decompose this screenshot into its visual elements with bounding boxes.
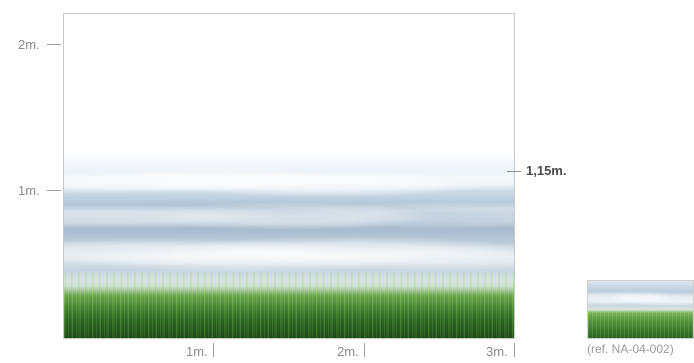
- thumbnail-clouds: [588, 287, 693, 309]
- bottom-axis-tick-3: [514, 343, 515, 357]
- thumbnail-grass: [588, 312, 693, 338]
- left-axis-middle-tick: [47, 190, 61, 191]
- height-marker-label: 1,15m.: [526, 163, 567, 178]
- sky-grass-image: [64, 14, 514, 338]
- left-axis-top-label: 2m.: [18, 37, 40, 52]
- bottom-axis-label-1: 1m.: [186, 344, 208, 359]
- mural-image-frame: [63, 13, 515, 339]
- left-axis-middle-label: 1m.: [18, 183, 40, 198]
- left-axis-top-tick: [47, 44, 61, 45]
- bottom-axis-label-3: 3m.: [486, 344, 508, 359]
- thumbnail-reference-code: (ref. NA-04-002): [587, 342, 674, 356]
- height-marker-line: [507, 171, 521, 172]
- bottom-axis-tick-1: [213, 343, 214, 357]
- bottom-axis-tick-2: [364, 343, 365, 357]
- bottom-axis-label-2: 2m.: [337, 344, 359, 359]
- reference-thumbnail: [587, 280, 694, 339]
